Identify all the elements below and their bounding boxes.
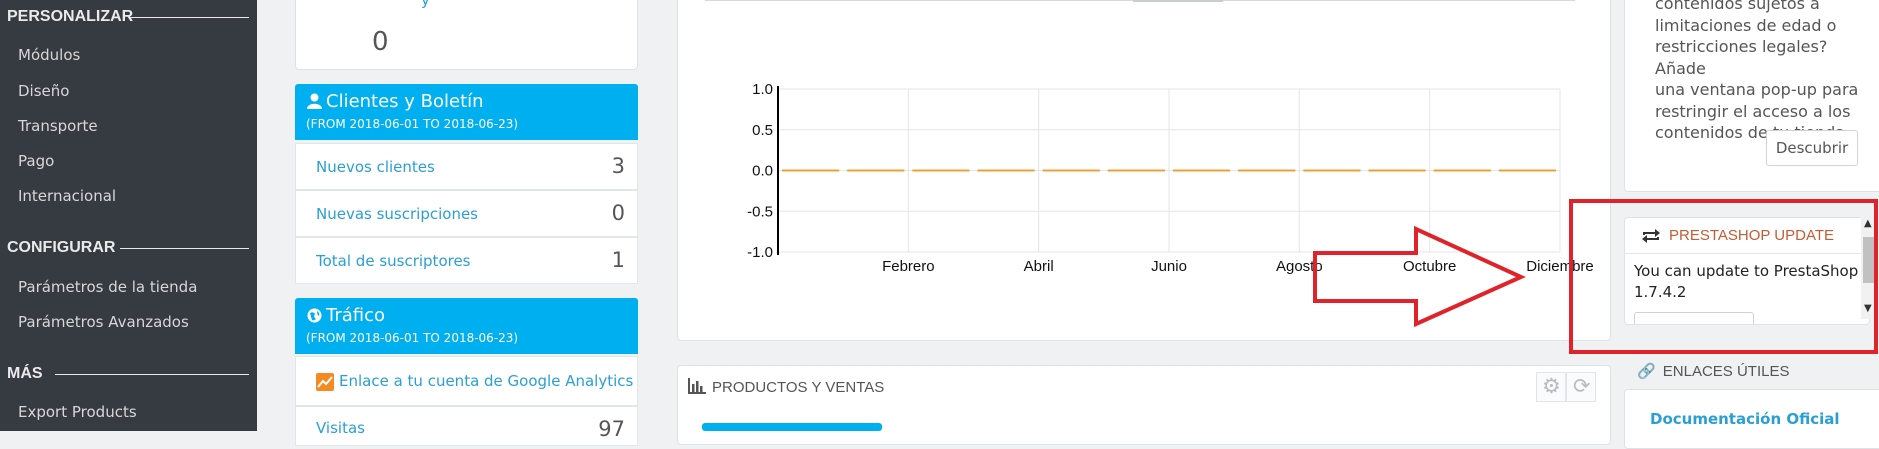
x-tick-label: Febrero [882,258,935,275]
x-tick-label: Abril [1024,258,1054,275]
sidebar-divider [55,374,249,375]
y-tick-label: -0.5 [747,203,773,220]
globe-icon [307,308,322,323]
sidebar: PERSONALIZAR Módulos Diseño Transporte P… [0,0,257,431]
summary-link[interactable]: y [421,0,430,9]
red-arrow-annotation [1313,226,1526,328]
table-row: Nuevas suscripciones 0 [295,190,638,237]
refresh-button[interactable]: ⟳ [1566,372,1596,402]
sidebar-section-mas: MÁS [7,365,43,382]
sidebar-divider [120,248,249,249]
y-tick-label: 1.0 [752,81,773,98]
sidebar-item-internacional[interactable]: Internacional [18,187,117,205]
chevron-down-icon[interactable]: ▼ [1864,303,1872,314]
summary-card: y 0 [295,0,638,70]
productos-panel: PRODUCTOS Y VENTAS ⚙ ⟳ [677,365,1611,445]
clientes-title: Clientes y Boletín [326,91,484,112]
settings-button[interactable]: ⚙ [1536,372,1566,402]
sidebar-item-parametros-tienda[interactable]: Parámetros de la tienda [18,278,198,296]
chart-panel: 1.0 0.5 0.0 -0.5 -1.0 Febrero Abril Junio Agost… [677,0,1611,341]
descubrir-button[interactable]: Descubrir [1766,130,1858,166]
link-icon: 🔗 [1637,362,1656,380]
sidebar-section-configurar: CONFIGURAR [7,239,116,256]
google-analytics-link[interactable]: Enlace a tu cuenta de Google Analytics [339,372,634,390]
gear-icon: ⚙ [1542,374,1561,398]
y-tick-labels: 1.0 0.5 0.0 -0.5 -1.0 [747,81,773,261]
update-title: PRESTASHOP UPDATE [1669,227,1835,244]
sidebar-item-diseno[interactable]: Diseño [18,82,70,100]
sidebar-item-transporte[interactable]: Transporte [18,117,98,135]
x-tick-label: Octubre [1403,258,1456,275]
clientes-date-range: (FROM 2018-06-01 TO 2018-06-23) [306,117,519,131]
table-row: Visitas 97 [295,406,638,446]
age-verification-description: contenidos sujetos a limitaciones de eda… [1655,0,1859,142]
productos-title: PRODUCTOS Y VENTAS [712,379,885,396]
sidebar-divider [130,17,249,18]
visitas-link[interactable]: Visitas [316,419,365,437]
x-tick-label: Agosto [1276,258,1323,275]
sidebar-item-parametros-avanzados[interactable]: Parámetros Avanzados [18,313,189,331]
y-tick-label: 0.0 [752,163,773,180]
table-row: Nuevos clientes 3 [295,143,638,190]
visitas-value: 97 [598,417,625,441]
summary-value: 0 [372,27,389,57]
chart-scroll-thumb [1133,0,1223,2]
table-row: Enlace a tu cuenta de Google Analytics [295,356,638,406]
documentacion-oficial-link[interactable]: Documentación Oficial [1650,410,1840,428]
trafico-title: Tráfico [326,305,386,326]
enlaces-utiles-panel: Documentación Oficial [1624,389,1879,449]
enlaces-utiles-header: 🔗 ENLACES ÚTILES [1637,361,1790,380]
sidebar-section-personalizar: PERSONALIZAR [7,8,134,25]
prestashop-update-panel: PRESTASHOP UPDATE You can update to Pres… [1624,217,1870,325]
sidebar-item-export-products[interactable]: Export Products [18,403,137,421]
analytics-icon [316,373,334,391]
nuevas-suscripciones-link[interactable]: Nuevas suscripciones [316,205,478,223]
clientes-header: Clientes y Boletín (FROM 2018-06-01 TO 2… [295,84,638,140]
trafico-header: Tráfico (FROM 2018-06-01 TO 2018-06-23) [295,298,638,354]
update-message: You can update to PrestaShop 1.7.4.2 [1634,262,1859,301]
line-chart: 1.0 0.5 0.0 -0.5 -1.0 Febrero Abril Junio Agost… [747,81,1594,275]
update-button[interactable] [1634,312,1754,324]
y-tick-label: -1.0 [747,244,773,261]
total-suscriptores-link[interactable]: Total de suscriptores [316,252,471,270]
refresh-arrows-icon [1642,229,1660,243]
enlaces-utiles-title: ENLACES ÚTILES [1662,363,1790,380]
update-scrollbar[interactable]: ▲ ▼ [1861,217,1876,319]
sidebar-item-pago[interactable]: Pago [18,152,55,170]
nuevos-clientes-link[interactable]: Nuevos clientes [316,158,435,176]
total-suscriptores-value: 1 [611,248,625,272]
chevron-up-icon[interactable]: ▲ [1864,218,1872,229]
x-tick-label: Junio [1151,258,1187,275]
bar-chart-icon [688,378,706,394]
scrollbar-thumb[interactable] [1863,237,1874,283]
productos-tab[interactable] [702,423,882,431]
y-tick-label: 0.5 [752,122,773,139]
user-icon [307,93,322,109]
x-tick-label: Diciembre [1526,258,1594,275]
highlight-box [1569,199,1878,354]
nuevas-suscripciones-value: 0 [611,201,625,225]
trafico-date-range: (FROM 2018-06-01 TO 2018-06-23) [306,331,519,345]
x-tick-labels: Febrero Abril Junio Agosto Octubre Diciembre [882,258,1594,275]
chart-grid [777,86,1561,255]
update-header: PRESTASHOP UPDATE [1625,218,1869,254]
nuevos-clientes-value: 3 [611,154,625,178]
sidebar-item-modulos[interactable]: Módulos [18,46,81,64]
refresh-icon: ⟳ [1573,374,1591,398]
table-row: Total de suscriptores 1 [295,237,638,284]
